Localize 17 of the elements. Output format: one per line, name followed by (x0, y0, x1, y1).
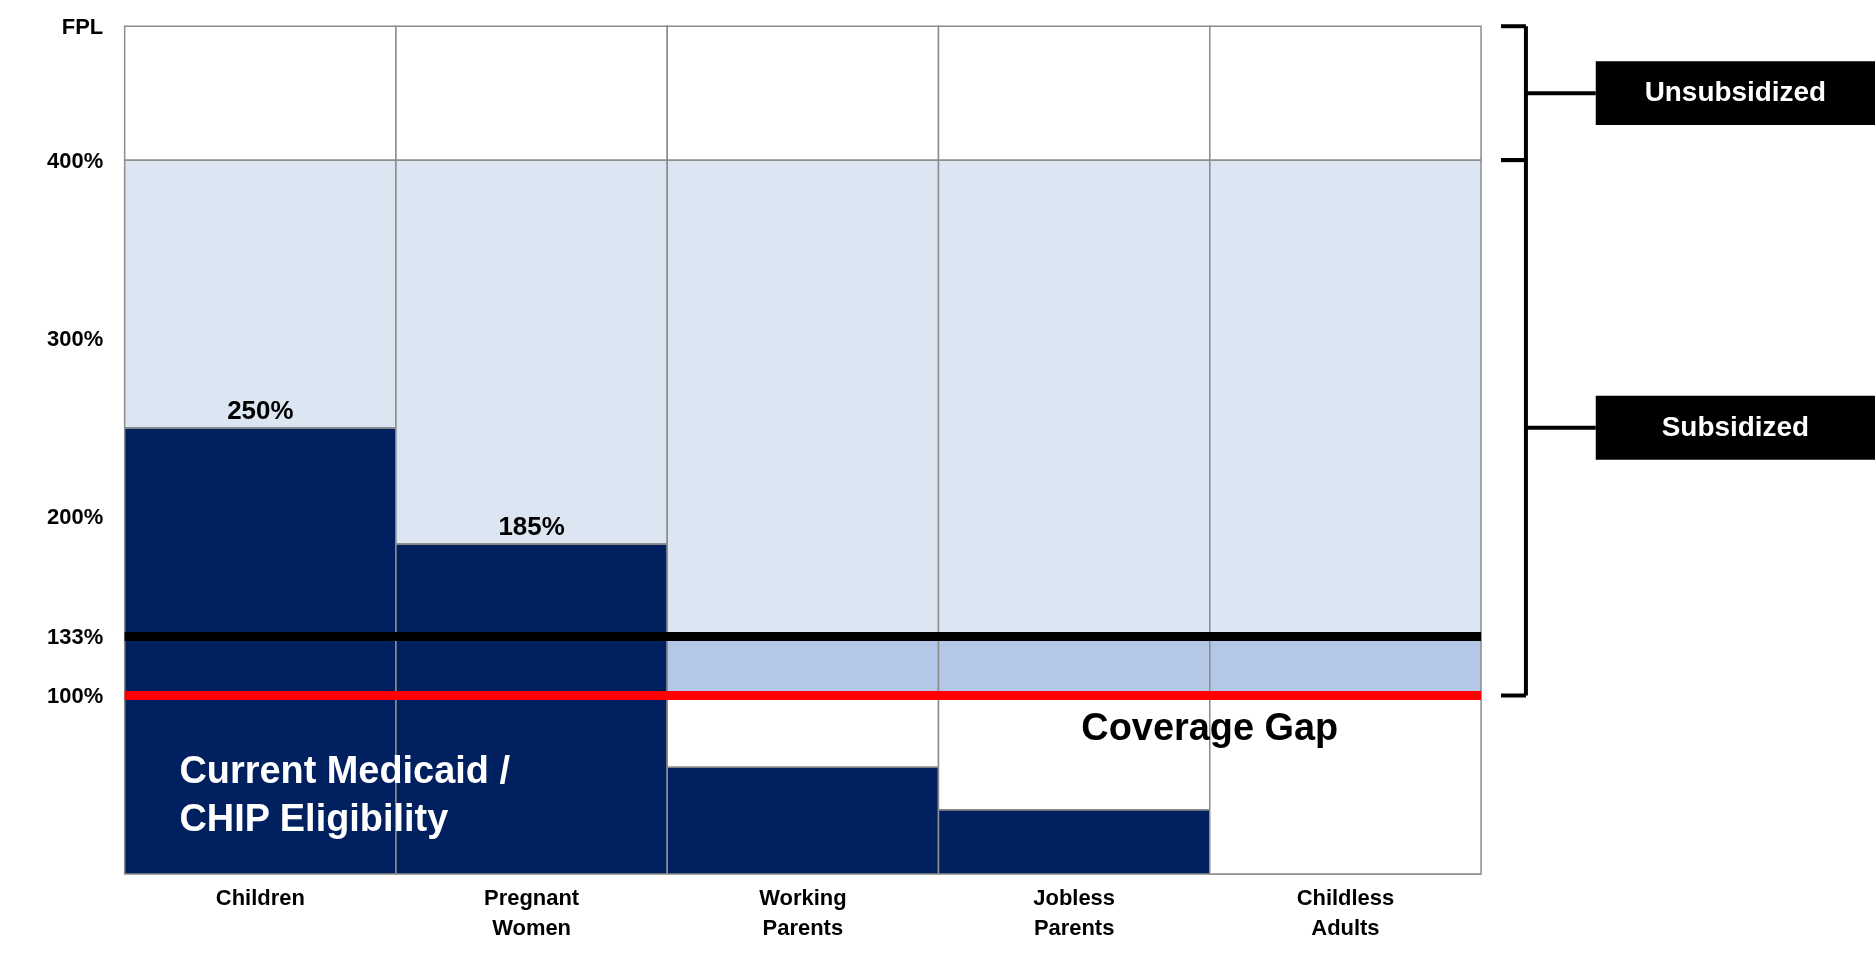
y-tick-label: 133% (47, 624, 104, 650)
x-tick-label: Jobless Parents (1033, 885, 1115, 941)
y-tick-label: 200% (47, 504, 104, 530)
y-tick-label: 300% (47, 326, 104, 352)
series-label: Current Medicaid / CHIP Eligibility (179, 749, 511, 840)
x-tick-label: Childless Adults (1296, 885, 1395, 941)
y-tick-label: 100% (47, 682, 104, 708)
text: Subsidized (1661, 410, 1810, 442)
y-tick-label: 400% (47, 147, 104, 173)
data-label: 250% (227, 395, 294, 424)
series-label: Coverage Gap (1081, 706, 1339, 749)
x-tick-label: Children (215, 885, 305, 911)
data-label: 185% (498, 511, 565, 540)
x-tick-label: Working Parents (759, 885, 847, 941)
x-tick-label: Pregnant Women (484, 885, 580, 941)
text: Unsubsidized (1644, 76, 1827, 108)
y-axis-title: FPL (61, 13, 104, 39)
